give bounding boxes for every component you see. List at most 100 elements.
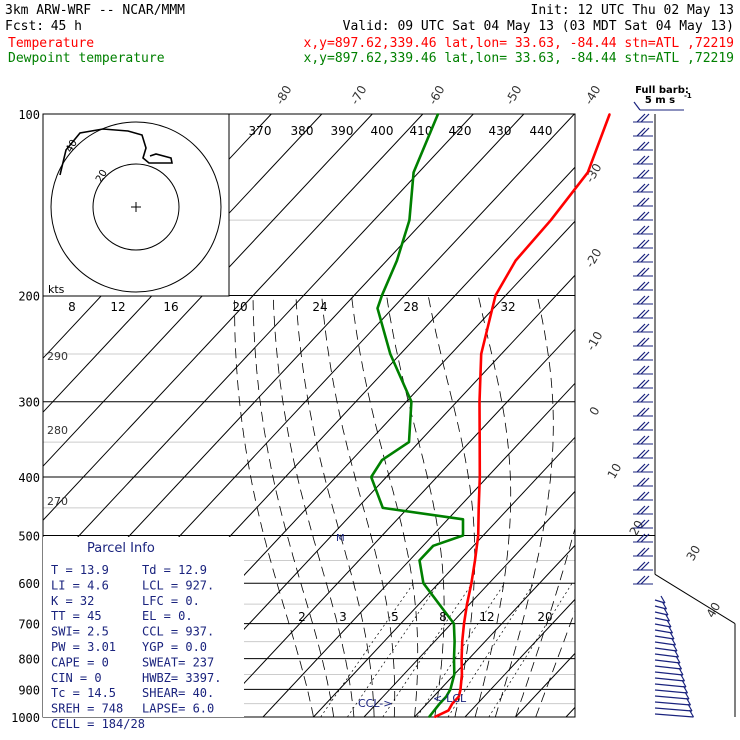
hodograph-units: kts <box>48 283 65 296</box>
wind-barb <box>654 649 680 658</box>
moist-adiabat <box>351 295 419 717</box>
series-point <box>410 400 413 403</box>
parcel-row-left: Tc = 14.5 <box>51 686 116 700</box>
full-barb-key <box>633 101 684 111</box>
series-point <box>514 259 517 262</box>
series-point <box>462 518 464 521</box>
parcel-row-right: Td = 12.9 <box>142 563 207 577</box>
series-point <box>452 622 455 625</box>
isotherm-label: -70 <box>348 83 370 107</box>
isotherm <box>212 328 575 717</box>
pressure-label: 600 <box>18 577 40 591</box>
wind-barb <box>633 421 653 431</box>
pressure-label: 100 <box>18 108 40 122</box>
isotherm <box>43 114 474 575</box>
series-point <box>428 716 431 718</box>
speed-scale-label: 12 <box>110 300 125 314</box>
moist-adiabat <box>386 295 445 717</box>
wind-barb <box>654 595 666 604</box>
wind-barbs <box>633 101 695 718</box>
wind-barb <box>633 197 653 207</box>
parcel-row-left: LI = 4.6 <box>51 578 109 592</box>
series-point <box>381 506 384 509</box>
model-title: 3km ARW-WRF -- NCAR/MMM <box>5 3 185 18</box>
isotherm <box>262 382 575 717</box>
mu-marker: M <box>336 533 345 544</box>
wind-barb <box>633 239 653 249</box>
wind-barb <box>654 697 692 706</box>
parcel-row-right: EL = 0. <box>142 609 193 623</box>
moist-adiabat <box>535 609 575 717</box>
parcel-row-left: T = 13.9 <box>51 563 109 577</box>
thermo-grid <box>42 113 736 718</box>
speed-scale-label: 16 <box>163 300 178 314</box>
wind-barb <box>633 183 653 193</box>
isotherm-label: 0 <box>587 404 603 418</box>
pressure-label: 200 <box>18 290 40 304</box>
series-point <box>418 559 421 562</box>
wind-barb <box>654 655 681 664</box>
theta-label: 370 <box>249 124 272 138</box>
moist-adiabat <box>427 295 476 717</box>
series-point <box>494 294 497 297</box>
speed-scale-label: 8 <box>68 300 76 314</box>
wind-barb <box>654 667 684 676</box>
isotherm-label: -60 <box>426 83 448 107</box>
isotherm-label: -40 <box>582 83 604 107</box>
wind-barb <box>633 211 653 221</box>
series-point <box>408 441 410 443</box>
speed-scale-label: 32 <box>500 300 515 314</box>
init-time: Init: 12 UTC Thu 02 May 13 <box>531 3 735 18</box>
parcel-info-title: Parcel Info <box>87 541 155 556</box>
theta-label: 380 <box>291 124 314 138</box>
series-point <box>395 259 398 262</box>
parcel-row-left: CAPE = 0 <box>51 655 109 669</box>
series-point <box>466 603 468 606</box>
mixing-ratio-line <box>447 583 535 717</box>
wind-barb <box>633 519 653 529</box>
wind-barb <box>633 337 653 347</box>
wind-barb <box>633 561 653 571</box>
series-point <box>477 506 480 509</box>
parcel-row-left: PW = 3.01 <box>51 640 116 654</box>
pressure-label: 700 <box>18 618 40 632</box>
pressure-label: 1000 <box>11 711 40 725</box>
wind-barb <box>633 351 653 361</box>
parcel-row-right: YGP = 0.0 <box>142 640 207 654</box>
parcel-row-left: SWI= 2.5 <box>51 625 109 639</box>
theta-label: 410 <box>410 124 433 138</box>
parcel-row-left: CELL = 184/28 <box>51 717 145 731</box>
wind-barb <box>633 407 653 417</box>
hodograph-ring-inner <box>92 163 180 251</box>
series-point <box>474 559 476 562</box>
series-point <box>459 688 462 691</box>
mixing-ratio-label: 12 <box>479 610 494 624</box>
isotherm-label: -10 <box>584 329 606 353</box>
isotherm-label: 40 <box>704 600 724 620</box>
isotherm-label: -80 <box>273 83 295 107</box>
series-point <box>457 695 460 698</box>
series-point <box>370 476 373 478</box>
series-point <box>447 709 450 712</box>
wind-barb <box>633 379 653 389</box>
full-barb-unit-exponent: -1 <box>684 92 692 100</box>
parcel-row-left: CIN = 0 <box>51 671 102 685</box>
series-line-dewpoint <box>369 113 465 718</box>
pressure-label: 800 <box>18 653 40 667</box>
isotherm <box>414 544 575 717</box>
wind-barb <box>633 155 653 165</box>
series-point <box>432 544 435 547</box>
mixing-ratio-label: 2 <box>298 610 306 624</box>
wind-barb <box>633 505 653 515</box>
series-point <box>453 657 455 660</box>
isotherm <box>363 490 575 717</box>
sounding-traces: CCL-> <-LCL M <box>336 113 611 719</box>
wind-barb <box>633 393 653 403</box>
isotherm <box>43 114 373 467</box>
series-point <box>463 622 465 625</box>
wind-barb <box>633 127 653 137</box>
series-point <box>478 441 481 443</box>
